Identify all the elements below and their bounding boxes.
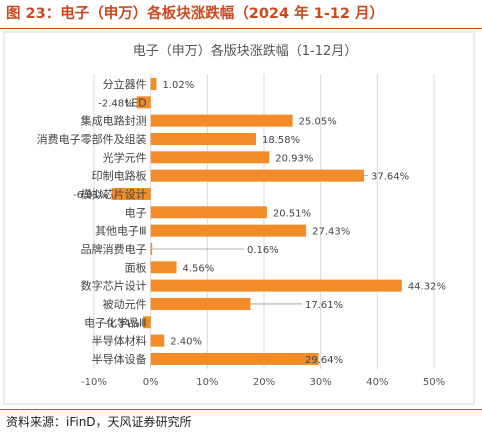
source-note: 资料来源：iFinD，天风证券研究所 (6, 415, 192, 429)
bar (150, 261, 177, 274)
category-label: 品牌消费电子 (81, 242, 147, 256)
figure-title: 图 23：电子（申万）各板块涨跌幅（2024 年 1-12 月） (6, 6, 385, 22)
x-tick-label: 0% (143, 377, 159, 388)
data-label: 2.40% (170, 337, 202, 348)
bar (150, 352, 319, 365)
callout-lines (151, 175, 368, 360)
category-label: 印制电路板 (92, 169, 147, 183)
data-label: 4.56% (183, 263, 215, 274)
bar (150, 78, 157, 90)
bar-chart: 电子（申万）各版块涨跌幅（1-12月） 分立器件 LED 集成电路封测消费电子零部件… (3, 31, 475, 405)
data-label: 20.93% (275, 153, 313, 164)
data-label: 37.64% (371, 172, 409, 183)
bar (150, 242, 153, 255)
category-label: 半导体设备 (92, 352, 147, 366)
data-label: 17.61% (305, 300, 343, 311)
category-label: 分立器件 (103, 77, 147, 91)
bar (150, 114, 293, 127)
category-label: 光学元件 (103, 150, 147, 164)
bar (150, 297, 251, 310)
category-label: 电子化学品Ⅲ (84, 315, 147, 329)
data-label: -6.91% (73, 190, 108, 201)
bar (111, 187, 151, 200)
category-label: 半导体材料 (92, 334, 147, 348)
x-tick-label: 10% (196, 377, 218, 388)
data-label: 18.58% (262, 135, 300, 146)
title-rule (0, 28, 482, 29)
bar (150, 334, 165, 347)
bar (150, 279, 402, 292)
category-label: 电子 (125, 206, 147, 219)
category-label: 数字芯片设计 (81, 279, 147, 293)
category-label: LED (125, 96, 147, 109)
data-label: -2.48% (98, 98, 133, 109)
category-label: 集成电路封测 (81, 114, 147, 128)
bar (150, 169, 364, 182)
data-label: 1.02% (162, 80, 194, 91)
chart-title: 电子（申万）各版块涨跌幅（1-12月） (133, 43, 358, 59)
x-tick-labels: -10% 0% 10% 20% 30% 40% 50% (81, 377, 445, 388)
bar (150, 132, 256, 145)
category-label: 其他电子Ⅲ (95, 225, 147, 238)
x-tick-label: 30% (310, 377, 332, 388)
data-label: 20.51% (273, 208, 311, 219)
bar (150, 151, 270, 164)
data-label: -1.34% (105, 318, 140, 329)
bar (143, 316, 151, 329)
category-labels: 分立器件LED集成电路封测消费电子零部件及组装光学元件印制电路板模拟芯片设计电子… (37, 77, 147, 366)
category-label: 被动元件 (103, 298, 147, 311)
source-rule (0, 409, 482, 410)
data-label: 25.05% (299, 117, 337, 128)
x-tick-label: -10% (81, 377, 107, 388)
x-tick-label: 40% (366, 377, 388, 388)
bar (150, 224, 307, 237)
x-tick-label: 50% (423, 377, 445, 388)
data-labels: 1.02% -2.48% 25.05% 18.58% 20.93% 37.64% -6.91… (73, 80, 446, 366)
x-tick-label: 20% (253, 377, 275, 388)
category-label: 消费电子零部件及组装 (37, 132, 147, 146)
bar (150, 206, 267, 219)
data-label: 0.16% (247, 245, 279, 256)
bars (111, 78, 402, 365)
category-label: 面板 (125, 260, 147, 274)
bar (136, 96, 151, 109)
data-label: 27.43% (312, 227, 350, 238)
data-label: 44.32% (408, 282, 446, 293)
category-label: 模拟芯片设计 (81, 187, 147, 201)
data-label: 29.64% (305, 355, 343, 366)
